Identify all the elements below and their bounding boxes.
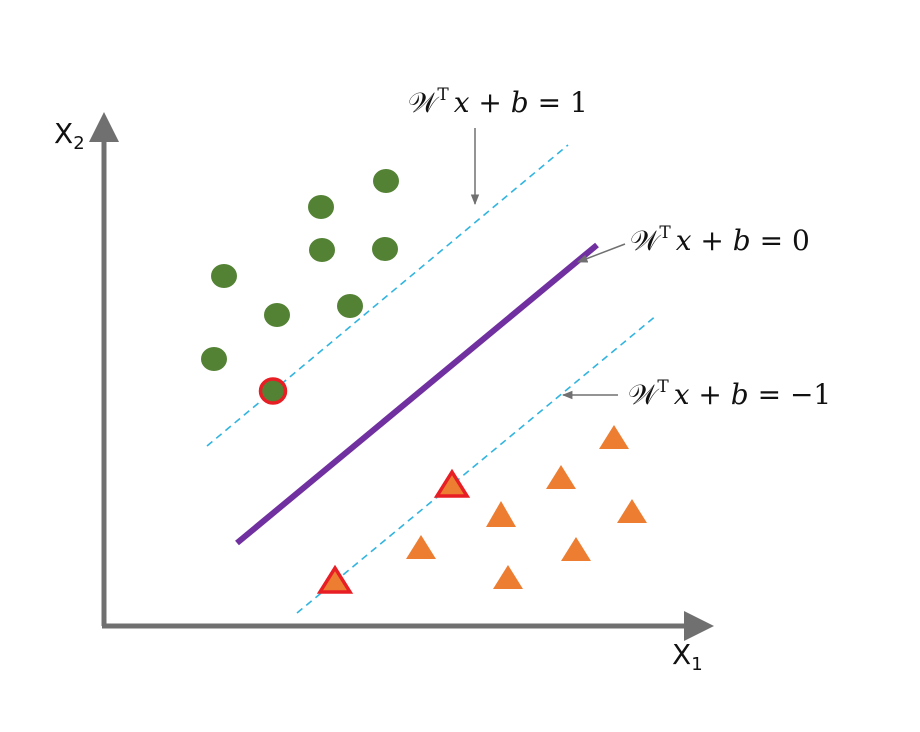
equation-body: x + b = (676, 224, 792, 257)
equation-body: x + b = (454, 86, 570, 119)
positive-point (308, 195, 334, 219)
equation-body: x + b = (674, 378, 790, 411)
negative-point (493, 565, 523, 589)
hyperplane-equation: 𝒲T x + b = 0 (630, 223, 810, 257)
equation-value: 0 (792, 224, 810, 257)
x-axis-label: X1 (672, 638, 703, 675)
y-axis-label-sub: 2 (73, 133, 84, 154)
negative-point (406, 535, 436, 559)
weight-symbol: 𝒲 (630, 224, 662, 257)
transpose-symbol: T (659, 223, 671, 243)
decision-hyperplane (235, 242, 599, 546)
positive-point (309, 238, 335, 262)
positive-point (337, 294, 363, 318)
y-axis-label: X2 (54, 117, 85, 154)
negative-point (617, 499, 647, 523)
transpose-symbol: T (437, 85, 449, 105)
x-axis-label-sub: 1 (691, 654, 702, 675)
negative-support-vector (433, 468, 471, 498)
equation-value: −1 (790, 378, 831, 411)
positive-point (201, 347, 227, 371)
negative-point (599, 425, 629, 449)
negative-class-points (316, 425, 647, 594)
negative-support-vector (316, 564, 354, 594)
equation-value: 1 (570, 86, 588, 119)
positive-class-points (201, 169, 399, 405)
positive-point (211, 264, 237, 288)
transpose-symbol: T (657, 377, 669, 397)
weight-symbol: 𝒲 (628, 378, 660, 411)
lower-margin-line (296, 314, 658, 614)
negative-point (486, 501, 516, 527)
weight-symbol: 𝒲 (408, 86, 440, 119)
upper-margin-equation: 𝒲T x + b = 1 (408, 85, 588, 119)
negative-point (546, 465, 576, 489)
x-axis-label-main: X (672, 638, 691, 671)
negative-point (561, 537, 591, 561)
y-axis-label-main: X (54, 117, 73, 150)
middle-equation-arrow (577, 243, 626, 263)
positive-point (372, 237, 398, 261)
positive-point (373, 169, 399, 193)
positive-point (264, 303, 290, 327)
lower-margin-equation: 𝒲T x + b = −1 (628, 377, 831, 411)
positive-support-vector (258, 377, 288, 405)
